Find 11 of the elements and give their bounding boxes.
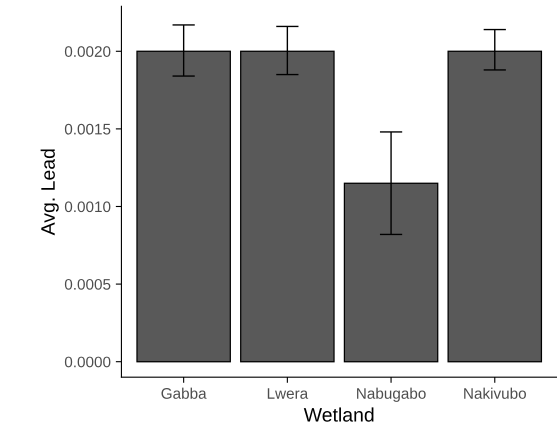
x-tick-label: Gabba [161,388,207,399]
y-tick-label: 0.0000 [64,356,110,368]
y-tick-label: 0.0005 [64,278,110,290]
y-axis-title: Avg. Lead [40,149,59,236]
x-tick-label: Lwera [268,388,308,399]
y-tick-label: 0.0010 [64,201,110,212]
x-axis-title: Wetland [304,407,374,422]
x-tick-label: Nabugabo [357,388,426,402]
x-tick-label: Nakivubo [464,388,526,399]
y-tick-label: 0.0020 [64,46,110,57]
y-tick-label: 0.0015 [64,124,110,135]
